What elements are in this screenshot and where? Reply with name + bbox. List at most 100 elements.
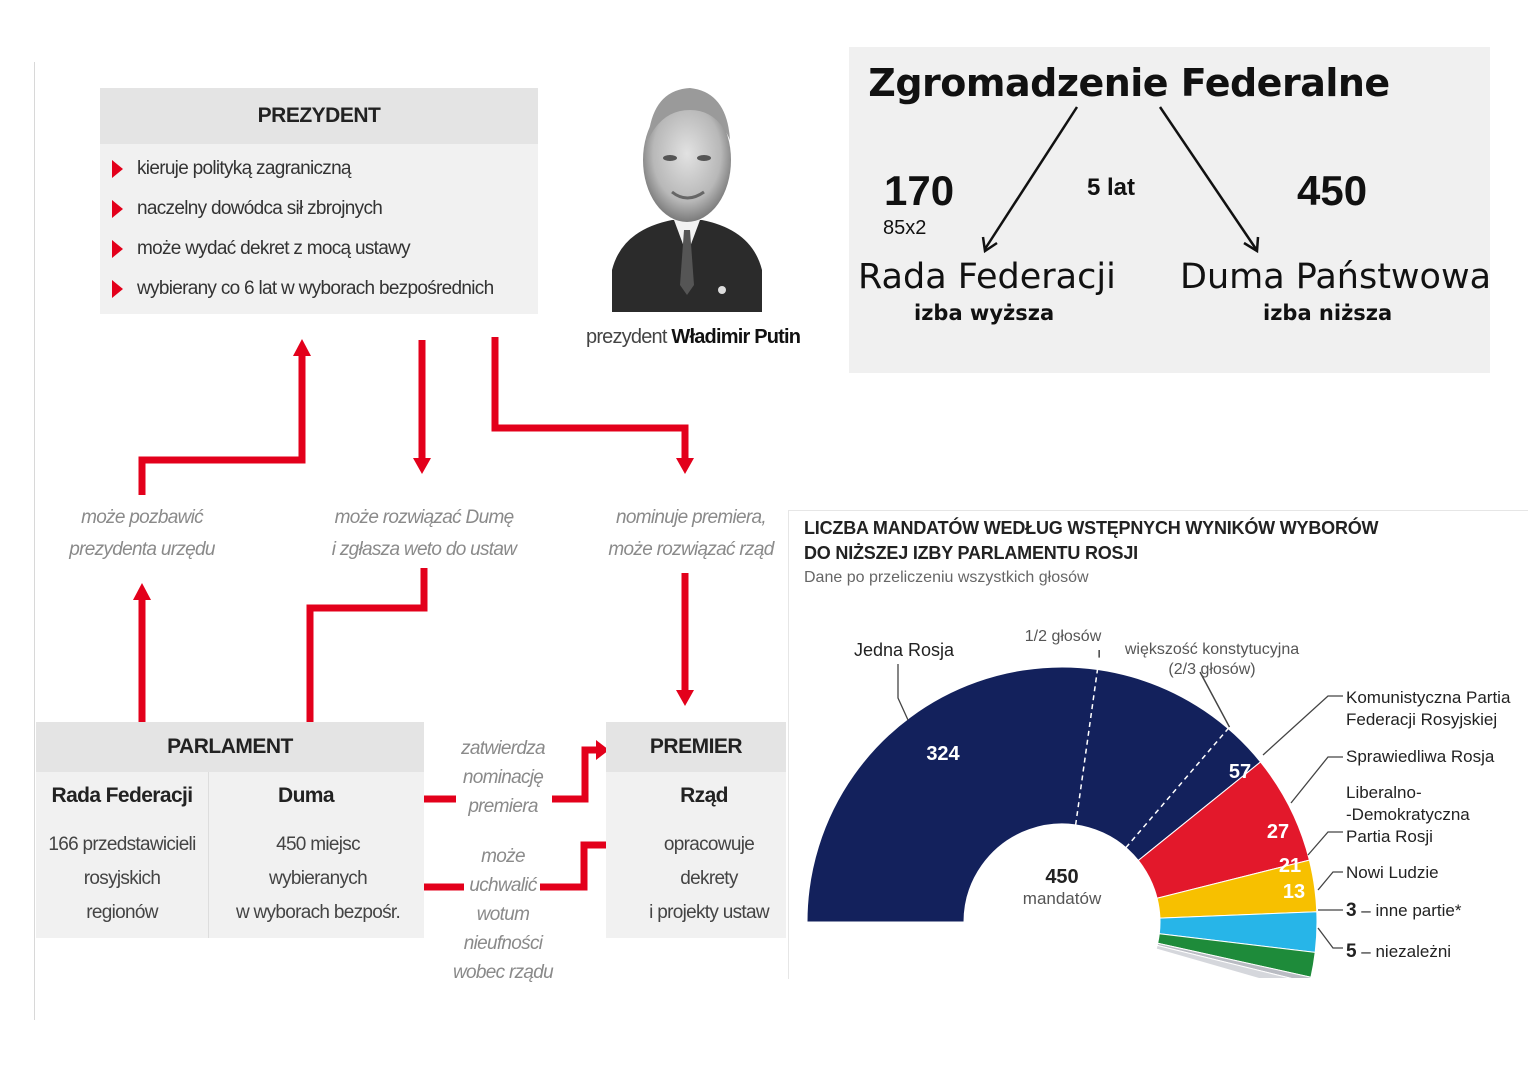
federation-council-description: 166 przedstawicieli rosyjskich regionów [36,828,208,930]
caption-name: Władimir Putin [671,326,801,348]
president-power-text: wybierany co 6 lat w wyborach bezpośredn… [137,278,494,299]
description-line: 166 przedstawicieli [48,834,196,855]
government-title: Rząd [680,784,728,807]
dissolve-duma-note: może rozwiązać Dumę i zgłasza weto do us… [322,502,526,566]
impeach-note: może pozbawić prezydenta urzędu [62,502,222,566]
description-line: dekrety [680,868,738,889]
two-thirds-label: (2/3 głosów) [1168,661,1255,678]
nominate-arrow-line [491,337,689,458]
chart-title-line: LICZBA MANDATÓW WEDŁUG WSTĘPNYCH WYNIKÓW… [804,518,1379,538]
upper-house-label: izba wyższa [914,301,1055,325]
chart-total-value: 450 [1045,866,1078,888]
approve-line-right [552,746,596,803]
upper-house-seat-count: 170 [884,167,955,214]
president-power-item: kieruje polityką zagraniczną [112,158,352,180]
lower-house-label: izba niższa [1263,301,1393,325]
legend-label-ldpr: Partia Rosji [1346,827,1433,846]
arrow-head-up [293,339,311,356]
government-description: opracowuje dekrety i projekty ustaw [606,828,812,930]
legend-label-nl: Nowi Ludzie [1346,863,1439,882]
president-portrait-photo [612,80,762,312]
note-line: może pozbawić [81,507,204,528]
legend-leader [1307,831,1343,856]
note-line: może rozwiązać Dumę [334,507,515,528]
caption-prefix: prezydent [586,326,672,348]
legend-leader [1317,927,1343,949]
arrow-head-down [676,690,694,706]
note-line: może [481,846,525,867]
description-line: 450 miejsc [276,834,361,855]
president-power-item: może wydać dekret z mocą ustawy [112,238,411,260]
chart-center-hole [964,824,1160,978]
note-line: premiera [468,796,538,817]
legend-leader [1262,695,1343,756]
slice-value-label: 13 [1283,881,1305,903]
two-thirds-leader [1199,671,1231,728]
chart-subtitle: Dane po przeliczeniu wszystkich głosów [804,569,1089,586]
parliament-box: PARLAMENT Rada Federacji 166 przedstawic… [36,722,424,938]
nominate-pm-note: nominuje premiera, może rozwiązać rząd [596,502,786,566]
duma-description: 450 miejsc wybieranych w wyborach bezpoś… [208,828,428,930]
note-line: wotum [476,904,530,925]
lower-house-name: Duma Państwowa [1180,257,1492,297]
note-line: może rozwiązać rząd [608,539,774,560]
duma-title: Duma [278,784,335,807]
bullet-triangle-icon [112,200,123,218]
parliament-divider [208,772,209,938]
chart-total-label: mandatów [1023,889,1102,908]
slice-value-label: 57 [1229,761,1251,783]
description-line: opracowuje [663,834,755,855]
note-line: nieufności [463,933,543,954]
legend-leader [1317,871,1343,891]
arrow-head-right [596,740,609,760]
federal-assembly-arrows [981,106,1260,254]
legend-label-ldpr: Liberalno- [1346,783,1422,802]
legend-leader [897,664,909,721]
lower-house-seat-count: 450 [1297,167,1368,214]
impeach-arrow-line [138,356,306,495]
chart-slices [806,666,1318,978]
half-majority-label: 1/2 głosów [1025,628,1102,645]
note-line: zatwierdza [461,738,546,759]
legend-label-ldpr: -Demokratyczna [1346,805,1470,824]
left-border-line [34,62,35,1020]
relations-arrows [133,337,694,891]
president-power-item: naczelny dowódca sił zbrojnych [112,198,383,220]
upper-house-name: Rada Federacji [858,257,1116,297]
chart-guides [897,650,1343,949]
president-box: PREZYDENT kieruje polityką zagraniczną n… [100,88,538,314]
president-title: PREZYDENT [100,88,538,144]
half-majority-line [1074,657,1100,826]
bullet-triangle-icon [112,280,123,298]
president-power-item: wybierany co 6 lat w wyborach bezpośredn… [112,278,494,300]
description-line: i projekty ustaw [649,902,769,923]
federal-assembly-title: Zgromadzenie Federalne [868,61,1390,105]
legend-label-kprf: Federacji Rosyjskiej [1346,710,1497,729]
arrow-head-up [133,583,151,600]
note-line: nominuje premiera, [615,507,767,528]
note-line: i zgłasza weto do ustaw [331,539,517,560]
parliament-title: PARLAMENT [36,722,424,772]
description-line: wybieranych [269,868,368,889]
two-thirds-label: większość konstytucyjna [1124,641,1299,658]
description-line: rosyjskich [83,868,161,889]
legend-label-other: 3 – inne partie* [1346,900,1462,921]
legend-label-independent: 5 – niezależni [1346,941,1451,962]
legend-leader [1290,756,1343,804]
arrow-head-down [413,458,431,474]
president-power-text: naczelny dowódca sił zbrojnych [137,198,383,219]
slice-value-label: 27 [1267,821,1289,843]
premier-box: PREMIER Rząd opracowuje dekrety i projek… [606,722,786,938]
federation-council-title: Rada Federacji [51,784,194,807]
premier-title: PREMIER [606,722,786,772]
arrow-head-down [676,458,694,474]
duma-arrow-line [306,568,428,752]
noconf-line-right [540,841,608,891]
bullet-triangle-icon [112,160,123,178]
approve-nomination-note: zatwierdza nominację premiera [446,734,560,821]
term-length: 5 lat [1087,174,1136,201]
legend-label-kprf: Komunistyczna Partia [1346,688,1511,707]
note-line: uchwalić [469,875,537,896]
